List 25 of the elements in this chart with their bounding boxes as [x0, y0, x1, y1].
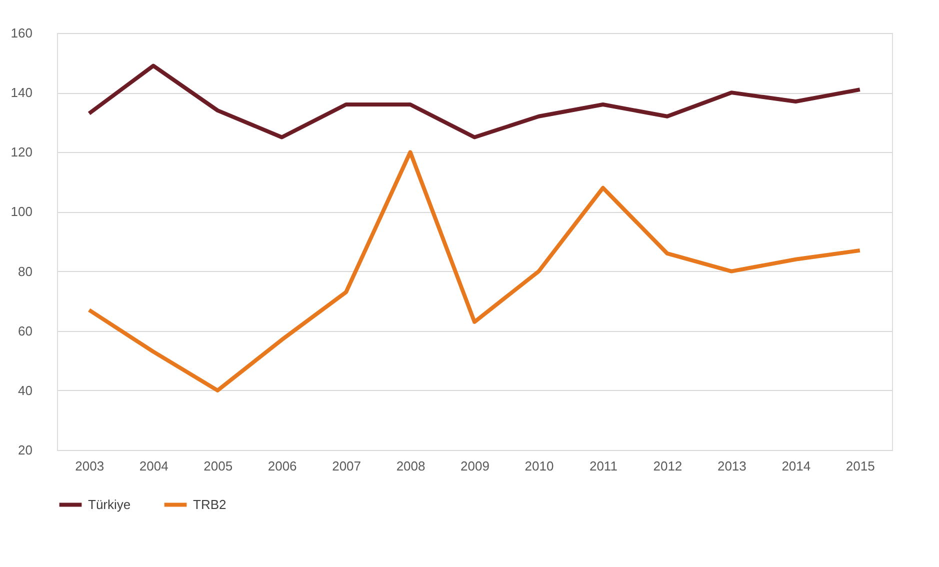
line-series — [87, 64, 862, 140]
x-tick-label: 2013 — [717, 458, 746, 474]
legend-label: TRB2 — [193, 496, 226, 512]
y-tick-label: 140 — [10, 85, 32, 100]
y-tick-label: 120 — [10, 144, 32, 160]
x-tick-label: 2011 — [589, 458, 618, 474]
y-tick-label: 160 — [10, 26, 32, 40]
y-tick-label: 100 — [10, 204, 32, 220]
x-tick-label: 2008 — [396, 458, 426, 474]
x-tick-label: 2012 — [653, 458, 682, 474]
line-series — [87, 150, 862, 392]
x-tick-label: 2014 — [782, 458, 811, 474]
y-tick-label: 20 — [18, 442, 32, 458]
x-tick-label: 2006 — [268, 458, 297, 474]
x-tick-label: 2003 — [75, 458, 104, 474]
x-tick-label: 2004 — [139, 458, 168, 474]
x-tick-label: 2010 — [524, 458, 554, 474]
legend-label: Türkiye — [88, 496, 131, 512]
x-tick-label: 2005 — [204, 458, 233, 474]
x-tick-label: 2009 — [460, 458, 490, 474]
x-tick-label: 2015 — [846, 458, 875, 474]
y-tick-label: 60 — [18, 323, 32, 338]
y-tick-label: 80 — [18, 264, 32, 279]
x-tick-label: 2007 — [332, 458, 361, 474]
y-tick-label: 40 — [18, 382, 32, 398]
